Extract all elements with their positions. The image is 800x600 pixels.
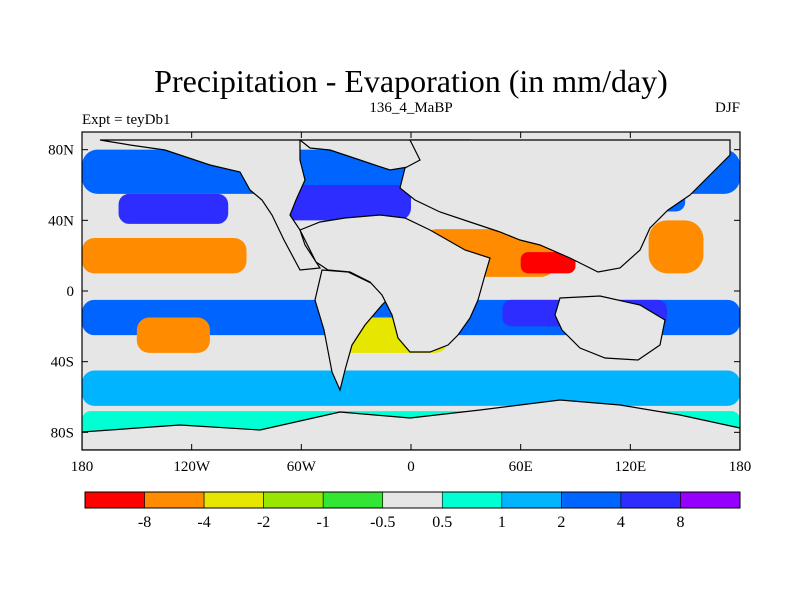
y-tick-label: 80N: [48, 143, 74, 159]
region-southern-ocean-wet: [82, 370, 740, 406]
colorbar-swatch: [680, 491, 741, 509]
colorbar-level-label: -0.5: [370, 514, 395, 531]
region-north-atlantic-storm-track: [283, 185, 411, 221]
colorbar-level-label: -4: [197, 514, 210, 531]
y-tick-label: 40S: [51, 355, 74, 371]
experiment-label: Expt = teyDb1: [82, 112, 170, 128]
map-plot-area: [82, 132, 740, 450]
colorbar-swatch: [263, 491, 324, 509]
season-label: DJF: [715, 100, 740, 116]
x-tick-label: 180: [71, 459, 94, 475]
age-label: 136_4_MaBP: [369, 100, 452, 116]
africa-land: [299, 214, 491, 353]
colorbar: [84, 491, 741, 509]
x-tick-label: 120W: [173, 459, 211, 475]
antarctica-land: [82, 399, 740, 450]
x-tick-label: 0: [407, 459, 415, 475]
australia-land: [554, 295, 666, 361]
y-tick-label: 0: [67, 284, 75, 300]
eurasia-land: [399, 139, 731, 273]
colorbar-level-label: 1: [498, 514, 506, 531]
latitude-axis: 80N 40N 0 40S 80S: [48, 143, 740, 441]
colorbar-level-label: 0.5: [432, 514, 452, 531]
colorbar-labels: -8 -4 -2 -1 -0.5 0.5 1 2 4 8: [138, 514, 685, 531]
colorbar-swatch: [322, 491, 384, 509]
colorbar-level-label: 8: [676, 514, 684, 531]
colorbar-swatch: [84, 491, 145, 509]
region-south-pacific-dry: [136, 317, 210, 353]
colorbar-level-label: 2: [557, 514, 565, 531]
region-north-pacific-storm-track: [118, 193, 229, 224]
colorbar-swatch: [620, 491, 681, 509]
region-arabia-very-dry: [520, 252, 576, 274]
colorbar-swatch: [561, 491, 622, 509]
colorbar-level-label: 4: [617, 514, 625, 531]
region-west-pacific-dry: [648, 220, 704, 274]
colorbar-swatch: [501, 491, 562, 509]
colorbar-swatch: [382, 491, 443, 509]
colorbar-swatch: [144, 491, 205, 509]
colorbar-swatch: [441, 491, 503, 509]
x-tick-label: 180: [729, 459, 752, 475]
colorbar-level-label: -1: [317, 514, 330, 531]
x-tick-label: 60W: [287, 459, 317, 475]
colorbar-level-label: -2: [257, 514, 270, 531]
colorbar-level-label: -8: [138, 514, 151, 531]
x-tick-label: 120E: [614, 459, 646, 475]
continent-outlines: [82, 139, 740, 450]
y-tick-label: 80S: [51, 425, 74, 441]
x-tick-label: 60E: [509, 459, 533, 475]
region-pacific-subtropical-high-nh: [82, 238, 247, 274]
north-america-land: [99, 139, 322, 271]
colorbar-frame: [84, 491, 741, 509]
chart-title: Precipitation - Evaporation (in mm/day): [154, 63, 668, 99]
y-tick-label: 40N: [48, 213, 74, 229]
longitude-axis: 180 120W 60W 0 60E 120E 180: [71, 132, 752, 475]
colorbar-swatch: [203, 491, 264, 509]
